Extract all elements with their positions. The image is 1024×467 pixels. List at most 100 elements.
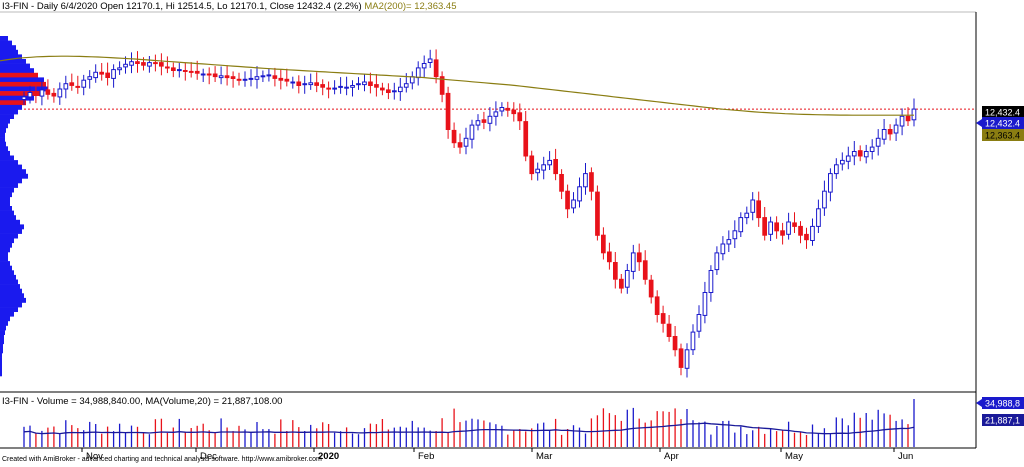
candle-body [911, 108, 917, 121]
profile-bar [0, 36, 8, 41]
candle-body [314, 82, 319, 86]
profile-bar [0, 160, 18, 165]
candle-body [218, 75, 224, 79]
candle-body [344, 86, 349, 89]
candle-body [427, 58, 433, 63]
profile-bar [0, 59, 26, 64]
candle-body [696, 314, 702, 332]
candle-body [374, 84, 379, 88]
candle-body [887, 129, 893, 135]
candle-body [356, 83, 361, 86]
candle-body [326, 87, 331, 90]
candle-body [451, 129, 457, 144]
candle-body [153, 62, 158, 65]
profile-bar [0, 146, 8, 152]
candle-body [517, 112, 523, 122]
candle-body [320, 84, 325, 88]
tag-label: 12,432.4 [985, 108, 1020, 118]
candle-body [499, 107, 505, 112]
close-tag: 12,432.4 [982, 106, 1024, 118]
profile-bar [0, 238, 14, 244]
candle-body [726, 239, 732, 245]
profile-bar [0, 155, 14, 161]
candle-body [254, 76, 260, 80]
profile-bar [0, 118, 10, 124]
candle-body [816, 208, 821, 227]
candle-body [654, 296, 660, 315]
candle-body [171, 67, 176, 72]
x-tick-label: 2020 [318, 451, 339, 462]
candle-body [93, 71, 99, 79]
candle-body [445, 92, 451, 130]
candle-body [780, 230, 785, 236]
profile-bar [0, 325, 6, 331]
candle-body [851, 151, 857, 157]
candle-body [302, 83, 308, 86]
candle-body [756, 200, 761, 219]
candle-body [338, 85, 343, 88]
candle-body [75, 85, 81, 88]
candle-body [135, 61, 140, 65]
profile-bar [0, 77, 44, 83]
footer-credit: Created with AmiBroker - advanced charti… [2, 456, 322, 463]
candle-body [822, 190, 827, 209]
profile-bar [0, 201, 10, 207]
profile-bar [0, 141, 6, 147]
candle-body [589, 172, 594, 192]
profile-bar [0, 45, 16, 51]
x-tick-label: Nov [86, 451, 103, 462]
ma-line [0, 55, 914, 116]
x-tick-label: Mar [536, 451, 552, 462]
candle-body [792, 222, 797, 227]
candle-body [666, 323, 672, 338]
tag-box [982, 129, 1024, 141]
profile-bar [0, 183, 18, 188]
profile-bar [0, 132, 5, 138]
candle-body [559, 174, 564, 192]
profile-bar [0, 178, 22, 184]
x-axis-labels: Nov Dec 2020 Feb Mar Apr May Jun [81, 448, 913, 462]
tag-label: 12,363.4 [985, 131, 1020, 141]
ma-label: MA2(200) [364, 1, 407, 12]
candle-body [123, 63, 128, 68]
candle-body [194, 70, 200, 74]
candle-body [607, 251, 612, 263]
profile-bar [0, 206, 12, 211]
profile-bar [0, 311, 14, 317]
candle-body [684, 349, 690, 369]
profile-bar [0, 63, 30, 69]
profile-bar [0, 137, 5, 142]
chart-axes [0, 11, 977, 449]
candle-body [613, 262, 618, 280]
candle-body [863, 151, 869, 158]
ma-tag: 12,363.4 [982, 129, 1024, 141]
tag-arrow [976, 119, 982, 127]
volume-profile [0, 36, 48, 377]
profile-bar [0, 54, 22, 60]
profile-bar [0, 91, 40, 96]
candle-body [798, 225, 803, 236]
profile-bar [0, 284, 20, 289]
candle-body [899, 115, 905, 127]
symbol-label: I3-FIN [2, 1, 29, 12]
tag-label: 21,887,1 [985, 416, 1020, 426]
candle-body [714, 252, 720, 271]
candle-body [469, 124, 475, 140]
candle-body [786, 221, 791, 235]
profile-bar [0, 316, 10, 322]
candle-body [493, 111, 499, 117]
candle-body [583, 173, 588, 188]
candle-body [744, 212, 750, 219]
profile-bar [0, 339, 4, 345]
candle-body [69, 82, 75, 86]
candle-body [624, 270, 630, 288]
profile-bar [0, 279, 18, 285]
candle-body [475, 120, 481, 126]
candle-body [27, 92, 33, 98]
x-tick-label: Jun [898, 451, 913, 462]
volume-ma-line [23, 422, 915, 435]
tag-box [982, 117, 1024, 129]
candle-body [398, 86, 403, 93]
candle-body [738, 217, 744, 233]
